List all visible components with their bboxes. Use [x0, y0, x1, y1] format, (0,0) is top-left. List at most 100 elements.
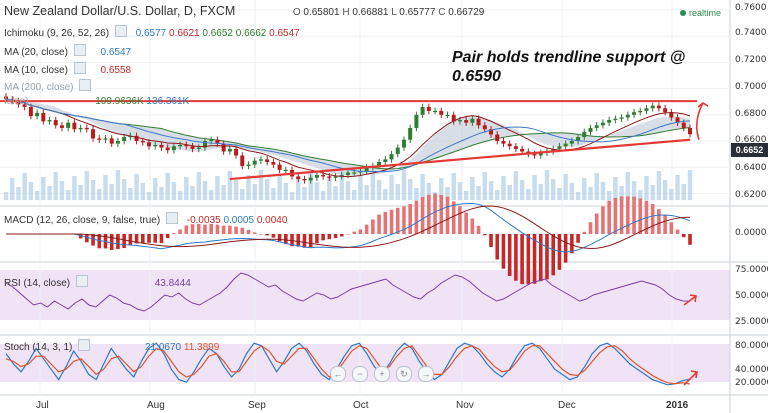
- volume-bar: [631, 181, 637, 200]
- candle-body: [84, 127, 89, 130]
- volume-bar: [53, 172, 58, 200]
- macd-histogram-bar: [688, 234, 692, 245]
- reset-icon[interactable]: ↻: [396, 366, 412, 382]
- volume-bar: [407, 179, 413, 200]
- rsi-label: RSI (14, close): [4, 278, 71, 289]
- volume-bar: [97, 189, 102, 200]
- volume-bar: [588, 187, 593, 200]
- volume-bar: [227, 171, 233, 200]
- ma10-legend[interactable]: MA (10, close) 0.6558: [4, 62, 131, 76]
- volume-bar: [146, 192, 152, 200]
- settings-icon[interactable]: [79, 79, 92, 91]
- settings-icon[interactable]: [73, 44, 86, 56]
- macd-histogram-bar: [147, 234, 151, 243]
- macd-histogram-bar: [209, 223, 213, 234]
- macd-legend[interactable]: MACD (12, 26, close, 9, false, true) -0.…: [4, 212, 287, 226]
- macd-histogram-bar: [464, 212, 468, 234]
- price-axis-label: 0.7600: [735, 3, 767, 13]
- rsi-legend[interactable]: RSI (14, close) 43.8444: [4, 275, 191, 289]
- macd-histogram-bar: [321, 234, 325, 241]
- candle-body: [209, 139, 214, 142]
- candle-body: [333, 176, 338, 178]
- macd-histogram-bar: [414, 200, 419, 234]
- candle-body: [321, 175, 326, 177]
- forward-icon[interactable]: →: [418, 366, 434, 382]
- macd-histogram-bar: [582, 231, 587, 234]
- macd-histogram-bar: [109, 234, 114, 250]
- settings-icon[interactable]: [75, 275, 88, 287]
- open-label: O: [292, 7, 301, 18]
- settings-icon[interactable]: [114, 25, 127, 37]
- candle-body: [656, 105, 661, 109]
- candle-body: [389, 154, 394, 160]
- macd-histogram-bar: [626, 196, 630, 234]
- candle-body: [78, 127, 83, 130]
- volume-bar: [289, 192, 295, 200]
- candle-body: [296, 176, 301, 180]
- ma20-legend[interactable]: MA (20, close) 0.6547: [4, 44, 131, 58]
- volume-bar: [202, 181, 208, 200]
- candle-body: [159, 144, 164, 148]
- realtime-badge: realtime: [680, 8, 721, 18]
- volume-bar: [600, 182, 606, 200]
- ichimoku-legend[interactable]: Ichimoku (9, 26, 52, 26) 0.6577 0.6621 0…: [4, 25, 300, 39]
- macd-histogram-bar: [675, 229, 680, 234]
- stoch-axis-label: 80.0000: [735, 341, 768, 351]
- candle-body: [489, 129, 494, 135]
- volume-bar: [333, 186, 338, 200]
- candle-body: [202, 141, 207, 148]
- macd-v2: 0.0005: [223, 215, 255, 226]
- x-axis-label: Jul: [36, 400, 49, 411]
- zoom-out-icon[interactable]: −: [352, 366, 368, 382]
- candle-body: [35, 112, 40, 117]
- candle-body: [246, 164, 251, 166]
- candle-body: [520, 148, 525, 152]
- ma200-legend[interactable]: MA (200, close): [4, 79, 92, 93]
- macd-histogram-bar: [172, 233, 176, 234]
- rsi-axis-label: 50.0000: [735, 291, 768, 301]
- candle-body: [115, 141, 120, 144]
- candle-body: [147, 142, 152, 147]
- zoom-in-icon[interactable]: +: [374, 366, 390, 382]
- candle-body: [234, 148, 239, 156]
- candle-body: [625, 114, 630, 118]
- ma200-label: MA (200, close): [4, 82, 74, 93]
- arrow-icon[interactable]: ←: [330, 366, 346, 382]
- rsi-axis-label: 25.0000: [735, 317, 768, 327]
- macd-v3: 0.0040: [256, 215, 288, 226]
- volume-bar: [638, 190, 643, 200]
- volume-bar: [457, 182, 463, 200]
- volume-bar: [215, 176, 220, 200]
- settings-icon[interactable]: [165, 212, 178, 224]
- candle-body: [576, 137, 581, 142]
- volume-bar: [320, 191, 326, 200]
- macd-histogram-bar: [271, 234, 276, 238]
- price-axis-label: 0.6400: [735, 163, 767, 173]
- candle-body: [439, 110, 444, 115]
- candle-body: [72, 122, 77, 130]
- candle-body: [271, 162, 276, 165]
- candle-body: [482, 125, 487, 130]
- settings-icon[interactable]: [78, 339, 91, 351]
- stoch-legend[interactable]: Stoch (14, 3, 1) 21.0670 11.3899: [4, 339, 219, 353]
- macd-histogram-bar: [358, 229, 363, 234]
- volume-bar: [383, 189, 388, 200]
- candle-body: [644, 108, 649, 111]
- candle-body: [675, 117, 680, 123]
- volume-bar: [221, 185, 226, 200]
- candle-body: [377, 162, 382, 166]
- macd-histogram-bar: [277, 234, 282, 242]
- volume-bar: [165, 173, 170, 200]
- close-label: C: [438, 7, 446, 18]
- macd-histogram-bar: [333, 234, 338, 239]
- ichimoku-v5: 0.6547: [269, 28, 300, 39]
- candle-body: [196, 147, 201, 149]
- volume-bar: [271, 188, 276, 200]
- settings-icon[interactable]: [73, 62, 86, 74]
- macd-histogram-bar: [290, 234, 294, 247]
- candle-body: [91, 129, 96, 139]
- macd-histogram-bar: [458, 206, 462, 234]
- volume-v1: 109.9636K: [95, 96, 144, 107]
- rsi-plot: [5, 272, 691, 312]
